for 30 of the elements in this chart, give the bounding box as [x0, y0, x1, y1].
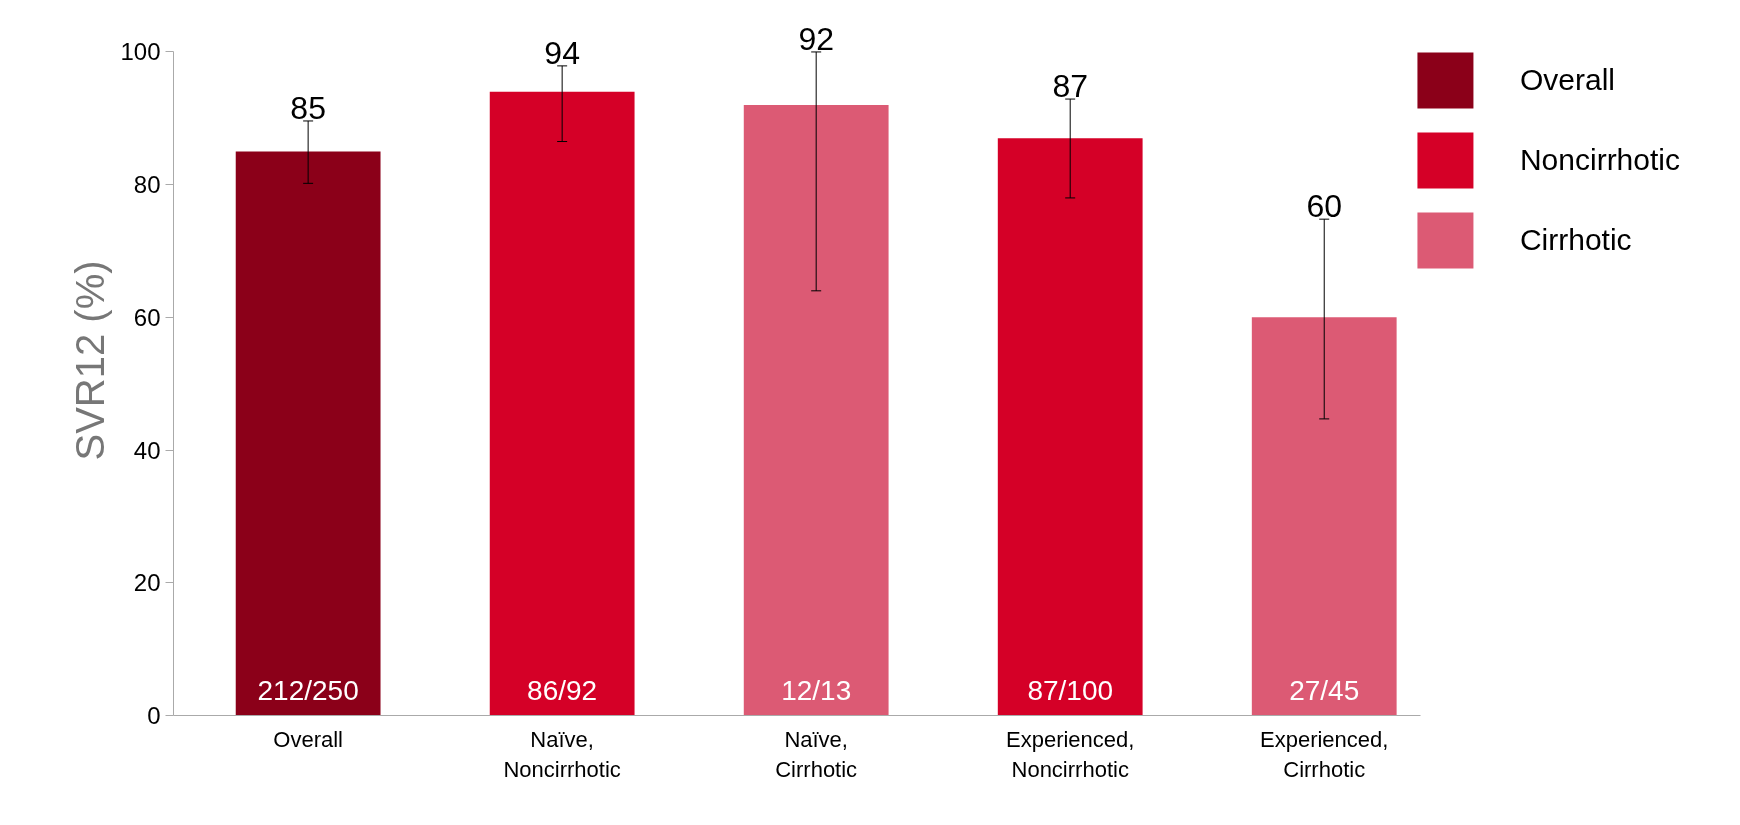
data-label: 87: [1052, 68, 1088, 105]
y-tick-label: 80: [133, 171, 161, 199]
bar: [1251, 317, 1397, 716]
y-tick-label: 100: [120, 38, 161, 66]
x-tick-label: Experienced, Cirrhotic: [1260, 726, 1389, 782]
x-tick-label: Naïve, Cirrhotic: [775, 726, 858, 782]
data-label: 60: [1306, 188, 1343, 225]
bar: [489, 91, 635, 716]
legend-label: Cirrhotic: [1519, 223, 1632, 257]
data-label: 92: [798, 20, 834, 57]
legend-label: Noncirrhotic: [1519, 143, 1680, 177]
bar: [235, 151, 381, 716]
x-tick-label: Experienced, Noncirrhotic: [1006, 726, 1135, 782]
bar: [743, 105, 889, 716]
annotation: 86/92: [527, 674, 598, 706]
annotation: 27/45: [1289, 674, 1360, 706]
annotation: 87/100: [1027, 674, 1114, 706]
annotation: 212/250: [257, 674, 359, 706]
x-tick-label: Overall: [273, 726, 343, 752]
bar: [997, 138, 1143, 716]
y-tick-label: 40: [133, 436, 161, 464]
y-tick-label: 60: [133, 303, 161, 331]
data-label: 94: [544, 34, 580, 71]
legend-label: Overall: [1519, 63, 1615, 97]
y-tick-label: 20: [133, 569, 161, 597]
data-label: 85: [290, 89, 326, 126]
x-tick-label: Naïve, Noncirrhotic: [503, 726, 621, 782]
y-tick-label: 0: [147, 702, 161, 729]
annotation: 12/13: [781, 674, 852, 706]
y-axis-title: SVR12 (%): [68, 260, 113, 461]
